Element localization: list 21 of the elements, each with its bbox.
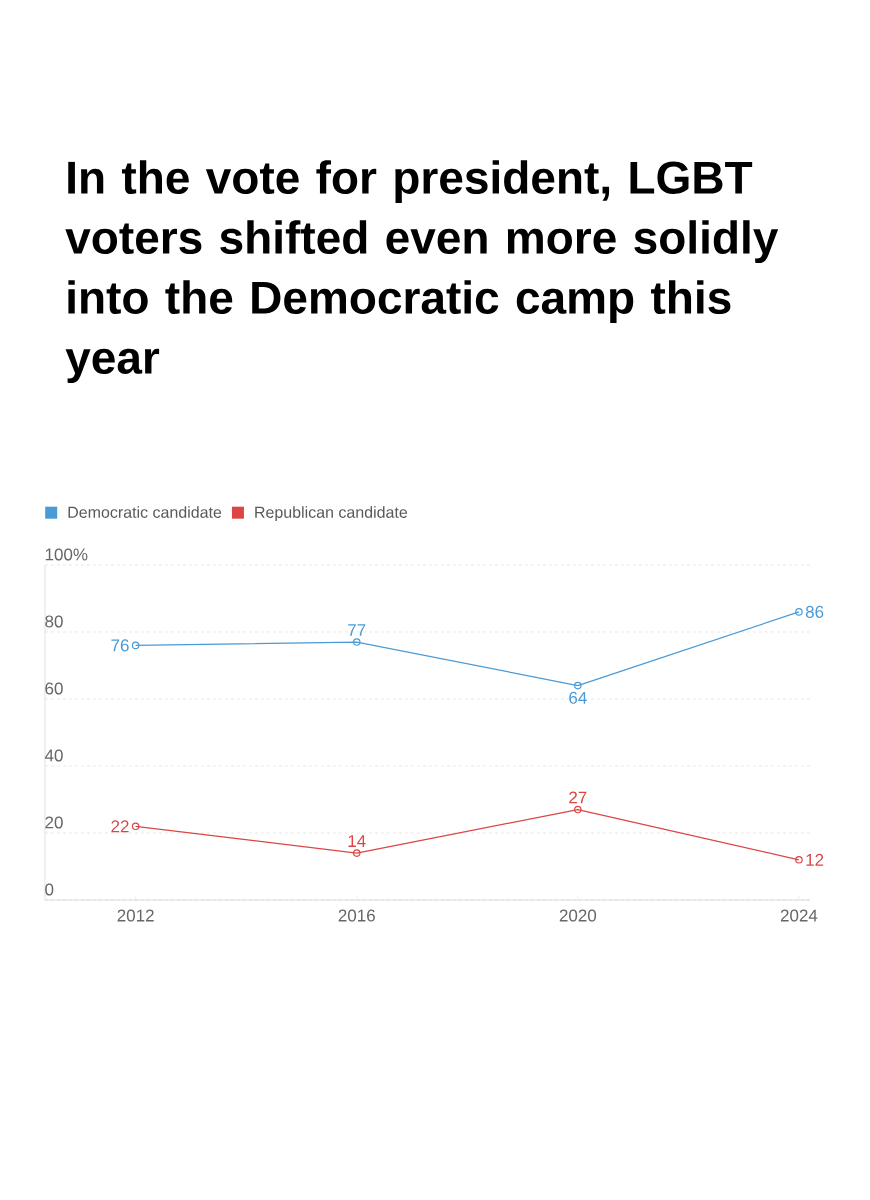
chart-title: In the vote for president, LGBT voters shifted even more solidly into the Democratic camp this year (65, 160, 779, 384)
legend-label: Democratic candidate (68, 506, 222, 518)
y-tick-label: 20 (45, 816, 63, 829)
data-label: 27 (569, 791, 587, 804)
x-tick-label: 2016 (338, 909, 375, 922)
data-label: 64 (569, 691, 587, 704)
data-label: 22 (111, 820, 129, 833)
x-tick-label: 2024 (780, 909, 818, 922)
y-tick-label: 100% (45, 548, 88, 561)
y-tick-label: 80 (45, 615, 63, 628)
data-label: 86 (805, 605, 824, 618)
y-tick-label: 40 (44, 749, 63, 762)
data-label: 14 (348, 835, 366, 847)
y-tick-label: 0 (45, 883, 54, 896)
data-label: 77 (348, 624, 366, 636)
y-tick-label: 60 (45, 682, 63, 695)
data-label: 76 (111, 639, 129, 652)
x-tick-label: 2020 (559, 909, 597, 922)
legend-label: Republican candidate (255, 506, 408, 522)
x-tick-label: 2012 (117, 909, 154, 922)
data-label: 12 (806, 853, 824, 866)
